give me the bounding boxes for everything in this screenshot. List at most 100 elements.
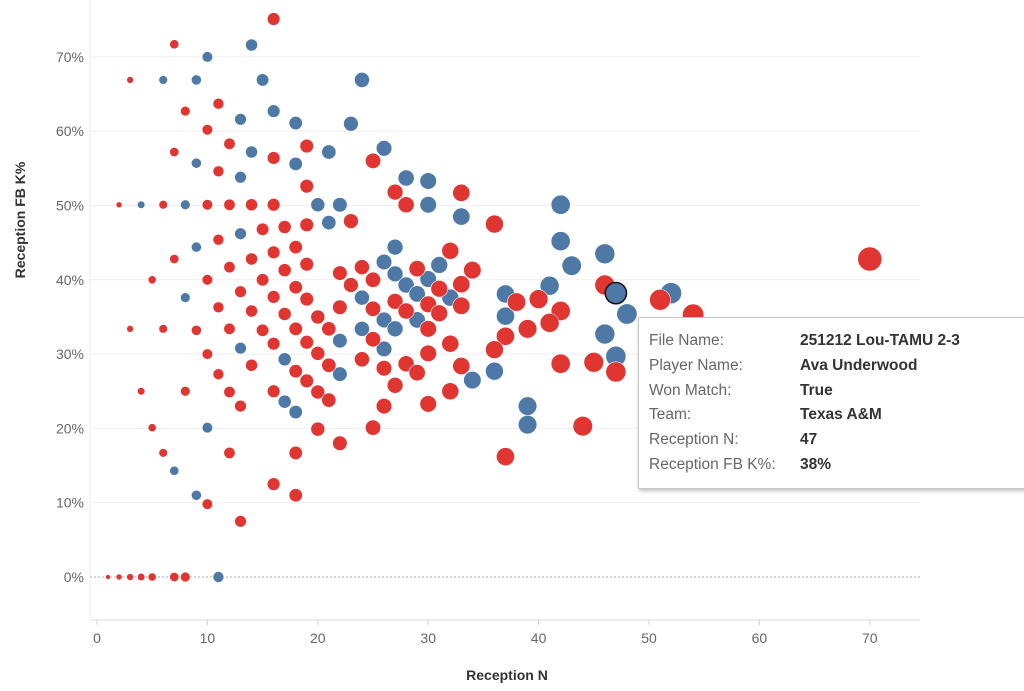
data-point-red[interactable]: [169, 39, 180, 50]
data-point-blue[interactable]: [397, 169, 415, 187]
data-point-red[interactable]: [266, 477, 281, 491]
data-point-red[interactable]: [496, 326, 515, 346]
data-point-red[interactable]: [321, 357, 337, 373]
data-point-red[interactable]: [441, 334, 460, 353]
data-point-red[interactable]: [223, 446, 236, 459]
data-point-blue[interactable]: [550, 194, 571, 215]
data-point-red[interactable]: [223, 385, 236, 398]
data-point-blue[interactable]: [190, 241, 202, 253]
data-point-red[interactable]: [147, 275, 157, 285]
data-point-red[interactable]: [137, 572, 146, 582]
data-point-red[interactable]: [310, 346, 326, 361]
data-point-red[interactable]: [158, 200, 168, 210]
data-point-red[interactable]: [266, 336, 281, 351]
data-point-red[interactable]: [419, 320, 437, 338]
data-point-blue[interactable]: [375, 311, 393, 329]
data-point-red[interactable]: [321, 321, 337, 337]
data-point-red[interactable]: [397, 196, 415, 214]
data-point-blue[interactable]: [234, 341, 247, 355]
data-point-red[interactable]: [245, 358, 258, 372]
data-point-blue[interactable]: [201, 51, 214, 63]
data-point-red[interactable]: [452, 296, 471, 315]
data-point-red[interactable]: [354, 351, 370, 368]
data-point-red[interactable]: [441, 382, 460, 401]
data-point-blue[interactable]: [397, 276, 415, 294]
data-point-blue[interactable]: [419, 196, 437, 214]
data-point-red[interactable]: [288, 364, 303, 379]
data-point-blue[interactable]: [386, 320, 404, 338]
data-point-red[interactable]: [332, 299, 348, 315]
data-point-red[interactable]: [332, 435, 348, 451]
data-point-blue[interactable]: [419, 172, 437, 190]
data-point-red[interactable]: [430, 304, 448, 322]
data-point-red[interactable]: [212, 301, 225, 314]
data-point-blue[interactable]: [288, 156, 303, 171]
data-point-red[interactable]: [583, 352, 605, 373]
data-point-red[interactable]: [364, 152, 381, 169]
data-point-blue[interactable]: [234, 227, 247, 240]
data-point-red[interactable]: [212, 165, 225, 178]
data-point-red[interactable]: [256, 273, 270, 287]
data-point-blue[interactable]: [277, 394, 292, 409]
data-point-red[interactable]: [277, 307, 292, 321]
data-point-blue[interactable]: [245, 145, 258, 159]
data-point-red[interactable]: [256, 222, 270, 236]
data-point-blue[interactable]: [158, 75, 168, 85]
data-point-blue[interactable]: [343, 116, 359, 132]
data-point-red[interactable]: [605, 361, 627, 383]
data-point-red[interactable]: [234, 285, 247, 298]
data-point-blue[interactable]: [354, 289, 370, 306]
data-point-red[interactable]: [266, 290, 281, 304]
data-point-blue[interactable]: [386, 265, 404, 283]
data-point-blue[interactable]: [169, 465, 180, 476]
data-point-blue[interactable]: [277, 352, 292, 367]
data-point-red[interactable]: [158, 324, 168, 334]
data-point-red[interactable]: [190, 324, 202, 336]
data-point-red[interactable]: [364, 300, 381, 317]
data-point-blue[interactable]: [190, 74, 202, 86]
data-point-red[interactable]: [354, 259, 370, 276]
data-point-blue[interactable]: [321, 215, 337, 231]
data-point-red[interactable]: [408, 260, 426, 278]
data-point-red[interactable]: [288, 321, 303, 336]
data-point-red[interactable]: [299, 179, 314, 194]
data-point-red[interactable]: [386, 293, 404, 310]
data-point-red[interactable]: [115, 201, 123, 209]
data-point-blue[interactable]: [496, 306, 515, 326]
data-point-blue[interactable]: [190, 157, 202, 169]
data-point-red[interactable]: [147, 423, 157, 433]
data-point-blue[interactable]: [419, 270, 437, 288]
data-point-red[interactable]: [517, 319, 538, 339]
data-point-red[interactable]: [126, 76, 134, 84]
data-point-blue[interactable]: [375, 140, 393, 157]
data-point-red[interactable]: [299, 335, 314, 350]
data-point-red[interactable]: [299, 217, 314, 232]
data-point-red[interactable]: [180, 571, 191, 583]
data-point-red[interactable]: [452, 275, 471, 294]
data-point-red[interactable]: [137, 387, 146, 396]
data-point-blue[interactable]: [463, 371, 482, 390]
data-point-red[interactable]: [419, 344, 437, 362]
data-point-blue[interactable]: [332, 197, 348, 213]
data-point-red[interactable]: [332, 265, 348, 281]
data-point-blue[interactable]: [517, 396, 538, 416]
data-point-red[interactable]: [343, 277, 359, 293]
data-point-red[interactable]: [201, 348, 214, 360]
data-point-red[interactable]: [572, 416, 593, 437]
data-point-red[interactable]: [364, 271, 381, 288]
data-point-blue[interactable]: [288, 116, 303, 131]
data-point-red[interactable]: [419, 395, 437, 413]
data-point-red[interactable]: [386, 183, 404, 201]
data-point-blue[interactable]: [180, 292, 191, 303]
data-point-blue[interactable]: [234, 171, 247, 184]
highlighted-data-point[interactable]: [604, 281, 628, 305]
data-point-red[interactable]: [310, 309, 326, 325]
data-point-red[interactable]: [288, 280, 303, 295]
data-point-blue[interactable]: [430, 256, 448, 274]
data-point-red[interactable]: [496, 447, 515, 467]
data-point-red[interactable]: [539, 313, 560, 333]
data-point-red[interactable]: [234, 515, 247, 528]
data-point-red[interactable]: [169, 254, 180, 264]
data-point-red[interactable]: [857, 246, 883, 272]
data-point-red[interactable]: [115, 573, 123, 581]
